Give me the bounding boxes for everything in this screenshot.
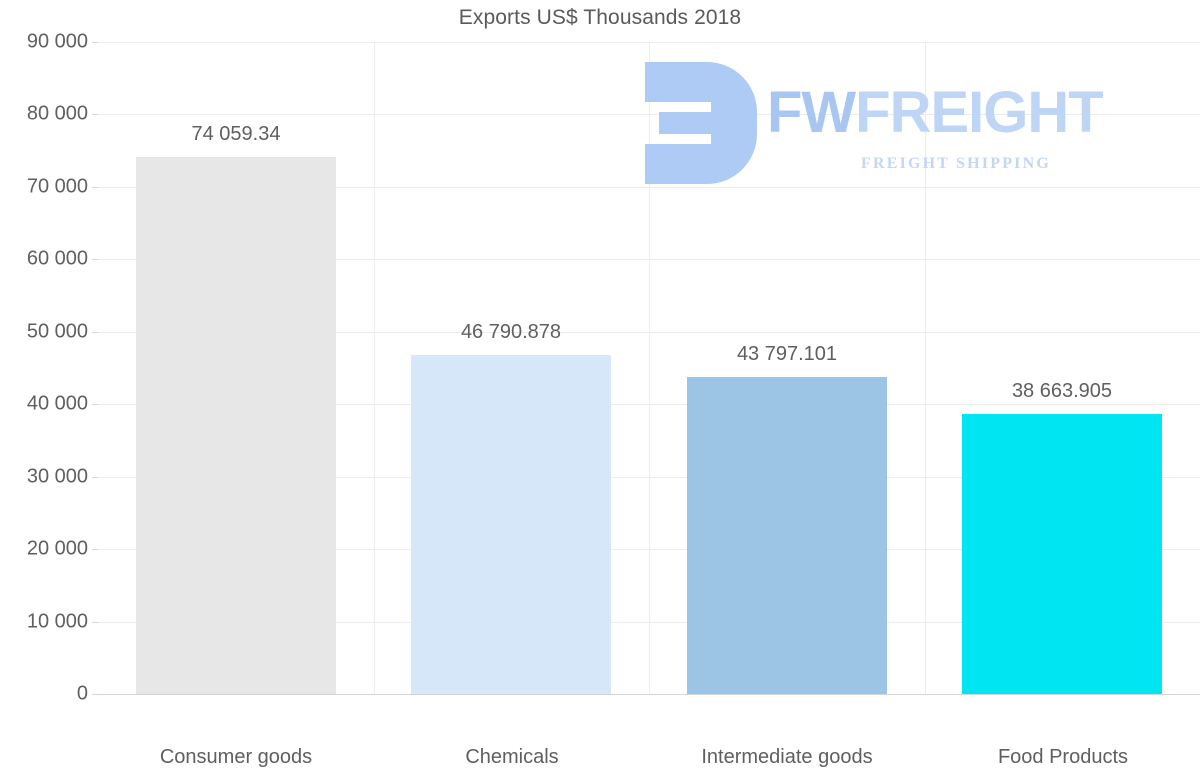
y-tick-mark xyxy=(92,549,98,551)
y-tick-mark xyxy=(92,694,98,695)
bar-1[interactable] xyxy=(136,157,336,694)
bar-3[interactable] xyxy=(687,376,887,694)
y-gridline xyxy=(98,694,1200,695)
y-tick-label: 60 000 xyxy=(26,247,88,270)
y-tick-label: 70 000 xyxy=(26,175,88,198)
y-tick-mark xyxy=(92,114,98,116)
chart-title: Exports US$ Thousands 2018 xyxy=(458,6,742,29)
x-tick-label: Consumer goods xyxy=(159,746,313,768)
y-tick-label: 50 000 xyxy=(26,320,88,343)
plot-area: 0 10 000 20 000 30 000 40 000 50 000 60 000 70 … xyxy=(27,31,1200,768)
bar-value-label: 38 663.905 xyxy=(1011,379,1113,402)
y-tick-label: 90 000 xyxy=(26,30,88,53)
bar-2[interactable] xyxy=(411,355,611,694)
y-tick-mark xyxy=(92,331,98,333)
y-tick-label: 30 000 xyxy=(26,465,88,488)
x-tick-label: Food Products xyxy=(997,746,1129,768)
bar-value-label: 46 790.878 xyxy=(460,321,562,344)
x-tick-label: Chemicals xyxy=(465,746,559,768)
y-tick-mark xyxy=(92,476,98,478)
y-tick-mark xyxy=(92,621,98,623)
y-tick-mark xyxy=(92,186,98,188)
y-tick-label: 40 000 xyxy=(26,392,88,415)
bar-value-label: 74 059.34 xyxy=(191,123,281,146)
y-tick-label: 0 xyxy=(76,682,88,705)
y-tick-mark xyxy=(92,404,98,406)
x-gridline xyxy=(649,42,650,694)
x-tick-label: Intermediate goods xyxy=(701,746,873,768)
y-tick-mark xyxy=(92,42,98,43)
x-gridline xyxy=(374,42,375,694)
y-tick-mark xyxy=(92,259,98,261)
bar-4[interactable] xyxy=(962,413,1162,694)
y-tick-label: 10 000 xyxy=(26,610,88,633)
x-gridline xyxy=(925,42,926,694)
y-tick-label: 20 000 xyxy=(26,537,88,560)
y-tick-label: 80 000 xyxy=(26,102,88,125)
bar-value-label: 43 797.101 xyxy=(736,342,838,365)
